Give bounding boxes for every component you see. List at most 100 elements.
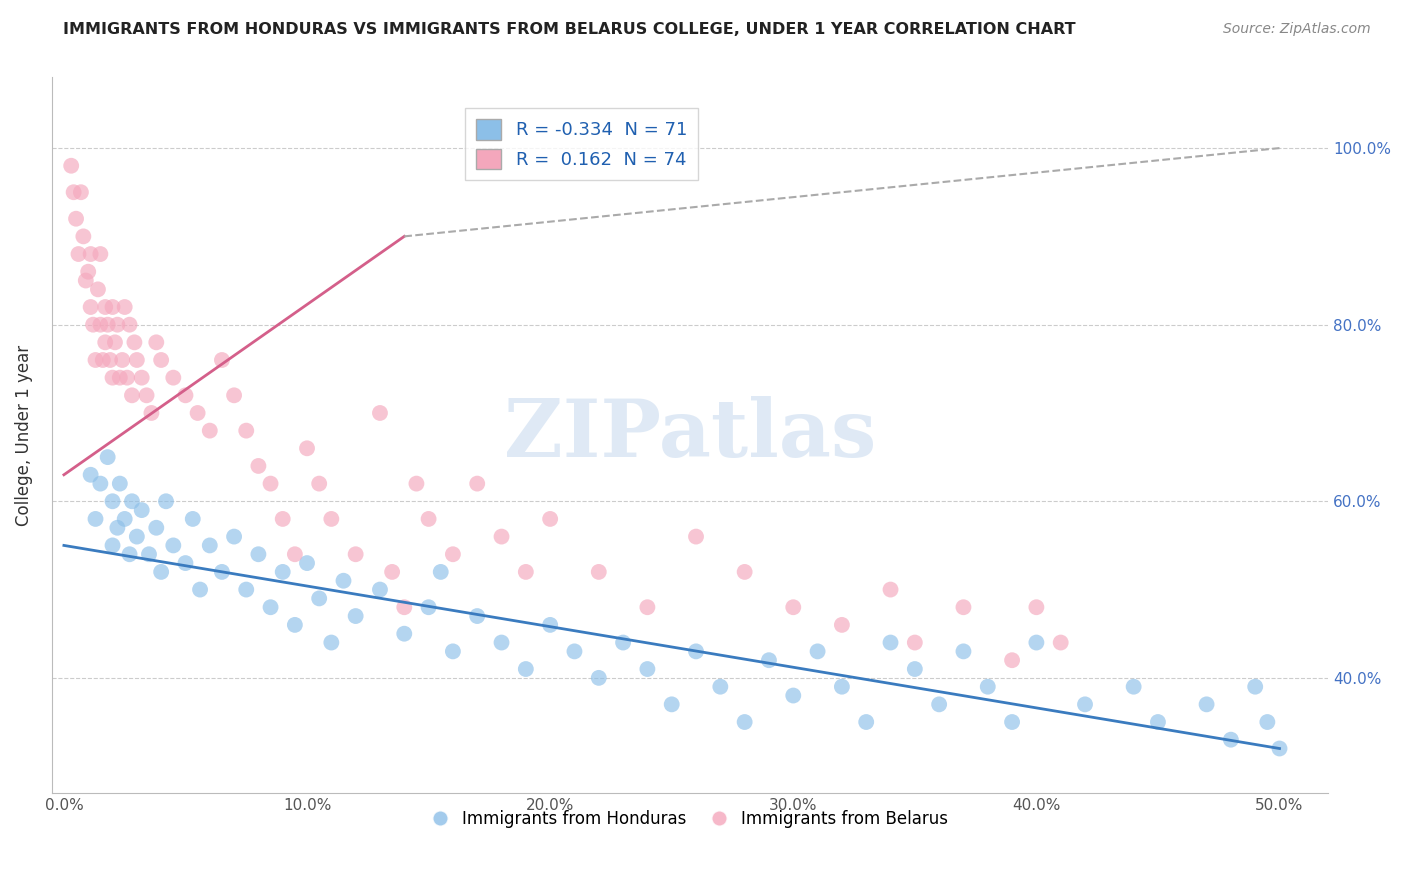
Point: [321, 635, 343, 649]
Point: [394, 626, 416, 640]
Point: [150, 353, 173, 368]
Point: [782, 600, 804, 615]
Point: [308, 591, 330, 606]
Point: [758, 653, 780, 667]
Point: [174, 388, 197, 402]
Point: [247, 547, 270, 561]
Point: [538, 512, 561, 526]
Point: [734, 565, 756, 579]
Point: [1122, 680, 1144, 694]
Point: [879, 582, 901, 597]
Point: [118, 318, 141, 332]
Point: [89, 247, 111, 261]
Point: [65, 211, 87, 226]
Point: [709, 680, 731, 694]
Point: [1256, 714, 1278, 729]
Point: [344, 609, 367, 624]
Point: [94, 335, 117, 350]
Point: [588, 671, 610, 685]
Point: [60, 159, 83, 173]
Point: [418, 512, 440, 526]
Text: IMMIGRANTS FROM HONDURAS VS IMMIGRANTS FROM BELARUS COLLEGE, UNDER 1 YEAR CORREL: IMMIGRANTS FROM HONDURAS VS IMMIGRANTS F…: [63, 22, 1076, 37]
Point: [831, 680, 853, 694]
Point: [394, 600, 416, 615]
Point: [114, 300, 136, 314]
Point: [79, 247, 101, 261]
Point: [145, 335, 167, 350]
Point: [284, 547, 307, 561]
Point: [1025, 635, 1047, 649]
Point: [155, 494, 177, 508]
Point: [1074, 698, 1097, 712]
Point: [97, 450, 120, 464]
Point: [138, 547, 160, 561]
Point: [344, 547, 367, 561]
Point: [115, 370, 138, 384]
Point: [91, 353, 114, 368]
Point: [491, 530, 513, 544]
Point: [77, 265, 100, 279]
Point: [441, 644, 464, 658]
Point: [108, 370, 131, 384]
Point: [491, 635, 513, 649]
Text: Source: ZipAtlas.com: Source: ZipAtlas.com: [1223, 22, 1371, 37]
Point: [141, 406, 163, 420]
Text: ZIPatlas: ZIPatlas: [503, 396, 876, 474]
Point: [125, 530, 148, 544]
Point: [879, 635, 901, 649]
Point: [105, 521, 128, 535]
Point: [661, 698, 683, 712]
Point: [952, 600, 974, 615]
Point: [928, 698, 950, 712]
Point: [121, 388, 143, 402]
Point: [121, 494, 143, 508]
Point: [124, 335, 146, 350]
Point: [187, 406, 209, 420]
Point: [685, 530, 707, 544]
Point: [67, 247, 90, 261]
Point: [332, 574, 354, 588]
Point: [515, 565, 537, 579]
Point: [150, 565, 173, 579]
Point: [84, 353, 107, 368]
Point: [806, 644, 828, 658]
Point: [79, 467, 101, 482]
Point: [162, 370, 184, 384]
Point: [855, 714, 877, 729]
Point: [89, 318, 111, 332]
Point: [538, 618, 561, 632]
Point: [198, 538, 221, 552]
Point: [381, 565, 404, 579]
Point: [734, 714, 756, 729]
Point: [271, 512, 294, 526]
Point: [79, 300, 101, 314]
Point: [235, 582, 257, 597]
Point: [636, 662, 658, 676]
Legend: Immigrants from Honduras, Immigrants from Belarus: Immigrants from Honduras, Immigrants fro…: [425, 803, 955, 834]
Point: [441, 547, 464, 561]
Point: [247, 458, 270, 473]
Point: [321, 512, 343, 526]
Point: [97, 318, 120, 332]
Point: [104, 335, 127, 350]
Point: [101, 538, 124, 552]
Point: [259, 476, 281, 491]
Point: [222, 530, 245, 544]
Point: [72, 229, 94, 244]
Point: [62, 186, 84, 200]
Point: [1025, 600, 1047, 615]
Point: [685, 644, 707, 658]
Point: [295, 556, 318, 570]
Point: [636, 600, 658, 615]
Point: [108, 476, 131, 491]
Point: [1049, 635, 1071, 649]
Point: [515, 662, 537, 676]
Point: [235, 424, 257, 438]
Point: [118, 547, 141, 561]
Point: [70, 186, 93, 200]
Point: [1195, 698, 1218, 712]
Point: [1219, 732, 1241, 747]
Point: [782, 689, 804, 703]
Point: [84, 512, 107, 526]
Point: [564, 644, 586, 658]
